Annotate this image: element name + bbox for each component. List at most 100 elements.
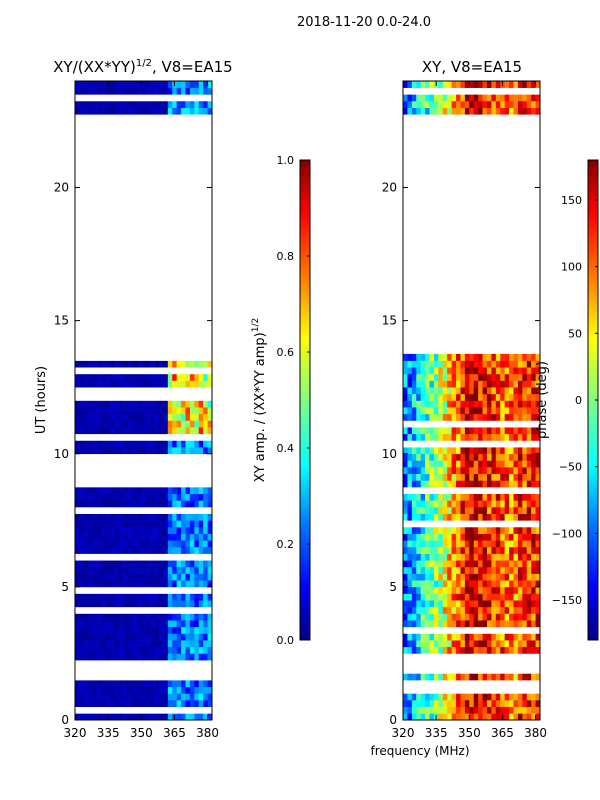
heatmap-cell xyxy=(513,440,519,448)
heatmap-cell xyxy=(145,660,151,668)
heatmap-cell xyxy=(491,420,497,428)
heatmap-cell xyxy=(207,81,213,88)
heatmap-cell xyxy=(513,81,519,88)
heatmap-cell xyxy=(172,360,177,368)
heatmap-cell xyxy=(460,373,466,381)
heatmap-cell xyxy=(460,526,466,534)
heatmap-cell xyxy=(420,653,426,661)
heatmap-cell xyxy=(181,353,186,361)
heatmap-cell xyxy=(167,100,173,108)
heatmap-cell xyxy=(110,660,116,668)
heatmap-cell xyxy=(495,87,501,95)
heatmap-cell xyxy=(456,653,461,661)
heatmap-cell xyxy=(447,620,452,628)
heatmap-cell xyxy=(460,413,466,421)
heatmap-cell xyxy=(158,520,164,528)
heatmap-cell xyxy=(172,380,177,388)
heatmap-cell xyxy=(425,94,430,102)
heatmap-cell xyxy=(163,706,169,714)
heatmap-cell xyxy=(451,413,457,421)
heatmap-cell xyxy=(150,353,155,361)
heatmap-cell xyxy=(478,666,483,674)
heatmap-cell xyxy=(88,553,93,561)
heatmap-cell xyxy=(482,680,488,688)
heatmap-cell xyxy=(403,633,408,641)
heatmap-cell xyxy=(172,546,177,554)
heatmap-cell xyxy=(517,573,523,581)
heatmap-cell xyxy=(482,513,488,521)
heatmap-cell xyxy=(438,580,444,588)
heatmap-cell xyxy=(181,646,186,654)
heatmap-cell xyxy=(473,646,479,654)
heatmap-cell xyxy=(97,673,102,681)
heatmap-cell xyxy=(403,640,408,648)
heatmap-cell xyxy=(433,700,439,707)
heatmap-cell xyxy=(198,107,204,115)
heatmap-cell xyxy=(416,473,421,481)
colorbar-tick-label: −100 xyxy=(552,527,582,540)
heatmap-cell xyxy=(469,693,475,701)
heatmap-cell xyxy=(526,606,532,614)
heatmap-cell xyxy=(473,387,479,395)
heatmap-cell xyxy=(451,507,457,514)
heatmap-cell xyxy=(403,653,408,661)
heatmap-cell xyxy=(167,586,173,594)
heatmap-cell xyxy=(194,480,200,488)
heatmap-cell xyxy=(132,653,138,661)
heatmap-cell xyxy=(158,613,164,621)
heatmap-cell xyxy=(128,473,133,481)
heatmap-cell xyxy=(513,573,519,581)
heatmap-cell xyxy=(185,673,191,681)
heatmap-cell xyxy=(167,560,173,568)
heatmap-cell xyxy=(97,493,102,501)
heatmap-cell xyxy=(456,420,461,428)
heatmap-cell xyxy=(207,94,213,102)
heatmap-cell xyxy=(451,693,457,701)
heatmap-cell xyxy=(482,400,488,408)
heatmap-cell xyxy=(407,700,413,707)
heatmap-cell xyxy=(482,700,488,707)
heatmap-cell xyxy=(194,593,200,601)
heatmap-cell xyxy=(447,480,452,488)
heatmap-cell xyxy=(522,586,528,594)
heatmap-cell xyxy=(88,713,93,721)
heatmap-cell xyxy=(491,94,497,102)
heatmap-cell xyxy=(189,586,195,594)
heatmap-cell xyxy=(101,447,107,455)
heatmap-cell xyxy=(500,407,505,415)
heatmap-cell xyxy=(403,606,408,614)
heatmap-cell xyxy=(495,433,501,441)
heatmap-cell xyxy=(154,427,160,435)
heatmap-cell xyxy=(411,693,417,701)
heatmap-cell xyxy=(464,373,470,381)
heatmap-cell xyxy=(500,560,505,568)
heatmap-cell xyxy=(123,493,129,501)
heatmap-cell xyxy=(442,94,448,102)
heatmap-cell xyxy=(194,513,200,521)
heatmap-cell xyxy=(433,613,439,621)
heatmap-cell xyxy=(482,473,488,481)
heatmap-cell xyxy=(88,580,93,588)
heatmap-cell xyxy=(97,100,102,108)
heatmap-cell xyxy=(416,693,421,701)
heatmap-cell xyxy=(500,680,505,688)
heatmap-cell xyxy=(198,686,204,694)
heatmap-cell xyxy=(92,620,98,628)
heatmap-cell xyxy=(451,427,457,435)
heatmap-cell xyxy=(172,493,177,501)
heatmap-cell xyxy=(411,600,417,608)
heatmap-cell xyxy=(185,606,191,614)
heatmap-cell xyxy=(433,427,439,435)
heatmap-cell xyxy=(473,713,479,721)
heatmap-cell xyxy=(198,373,204,381)
heatmap-cell xyxy=(478,620,483,628)
heatmap-cell xyxy=(504,573,510,581)
heatmap-cell xyxy=(92,700,98,707)
heatmap-cell xyxy=(526,440,532,448)
heatmap-cell xyxy=(194,493,200,501)
heatmap-cell xyxy=(128,566,133,574)
heatmap-cell xyxy=(526,640,532,648)
heatmap-cell xyxy=(535,360,541,368)
heatmap-cell xyxy=(522,427,528,435)
heatmap-cell xyxy=(469,493,475,501)
